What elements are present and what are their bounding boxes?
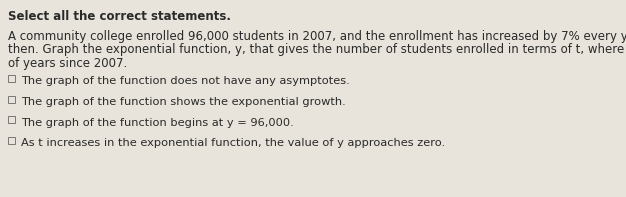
Text: The graph of the function shows the exponential growth.: The graph of the function shows the expo…	[21, 97, 346, 107]
Text: Select all the correct statements.: Select all the correct statements.	[8, 10, 231, 23]
Text: As t increases in the exponential function, the value of y approaches zero.: As t increases in the exponential functi…	[21, 138, 445, 148]
Text: of years since 2007.: of years since 2007.	[8, 57, 127, 70]
FancyBboxPatch shape	[8, 75, 15, 83]
Text: The graph of the function begins at y = 96,000.: The graph of the function begins at y = …	[21, 117, 294, 127]
Text: The graph of the function does not have any asymptotes.: The graph of the function does not have …	[21, 76, 350, 86]
FancyBboxPatch shape	[8, 96, 15, 103]
Text: A community college enrolled 96,000 students in 2007, and the enrollment has inc: A community college enrolled 96,000 stud…	[8, 30, 626, 43]
Text: then. Graph the exponential function, y, that gives the number of students enrol: then. Graph the exponential function, y,…	[8, 44, 626, 57]
FancyBboxPatch shape	[8, 137, 15, 144]
FancyBboxPatch shape	[8, 116, 15, 124]
